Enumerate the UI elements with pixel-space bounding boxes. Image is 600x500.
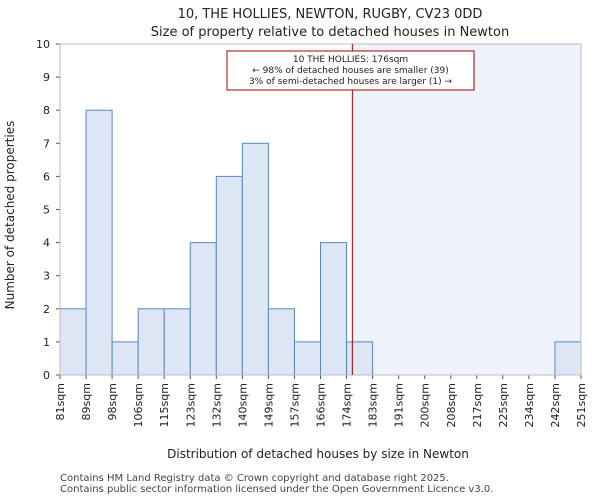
bar-98sqm [111,341,139,376]
bar-140sqm [241,142,269,376]
annotation-line-1: 10 THE HOLLIES: 176sqm [293,55,408,65]
x-tick-label: 208sqm [445,383,458,427]
x-tick-label: 234sqm [523,383,536,427]
bar-81sqm [59,308,87,376]
x-tick-label: 225sqm [497,383,510,427]
bar-132sqm [215,175,243,376]
y-ticks-group: 0 1 2 3 4 5 6 7 8 9 10 [36,38,60,382]
y-tick-label: 1 [43,336,50,349]
x-axis-label: Distribution of detached houses by size … [167,447,469,461]
y-tick-label: 10 [36,38,50,51]
x-tick-label: 242sqm [549,383,562,427]
bar-89sqm [85,109,113,376]
y-tick-label: 0 [43,369,50,382]
annotation-line-3: 3% of semi-detached houses are larger (1… [249,77,453,87]
x-tick-label: 89sqm [80,383,93,420]
x-tick-label: 140sqm [236,383,249,427]
footer-line-2: Contains public sector information licen… [60,484,494,495]
chart-title: 10, THE HOLLIES, NEWTON, RUGBY, CV23 0DD [178,7,483,22]
x-tick-label: 81sqm [54,383,67,420]
x-tick-label: 217sqm [471,383,484,427]
x-tick-label: 166sqm [315,383,328,427]
x-tick-label: 123sqm [184,383,197,427]
chart-subtitle: Size of property relative to detached ho… [151,25,509,40]
x-ticks-group: 81sqm 89sqm 98sqm 106sqm 115sqm 123sqm 132sqm 1… [54,375,588,427]
x-tick-label: 157sqm [288,383,301,427]
y-tick-label: 3 [43,270,50,283]
x-tick-label: 200sqm [419,383,432,427]
bar-115sqm [163,308,191,376]
x-tick-label: 98sqm [106,383,119,420]
bar-149sqm [267,308,295,376]
plot-frame [59,43,582,376]
bar-166sqm [320,242,348,376]
x-tick-label: 106sqm [132,383,145,427]
x-tick-label: 115sqm [158,383,171,427]
y-tick-label: 6 [43,170,50,183]
bar-157sqm [293,341,322,376]
x-tick-label: 132sqm [210,383,223,427]
annotation-line-2: ← 98% of detached houses are smaller (39… [252,66,449,76]
x-tick-label: 251sqm [575,383,588,427]
y-axis-label: Number of detached properties [3,121,17,310]
bar-123sqm [189,242,217,376]
annotation-box [226,50,475,91]
bar-174sqm [346,341,374,376]
y-tick-label: 5 [43,204,50,217]
x-tick-label: 191sqm [393,383,406,427]
x-tick-label: 174sqm [341,383,354,427]
y-tick-label: 4 [43,237,50,250]
y-tick-label: 9 [43,71,50,84]
y-tick-label: 7 [43,137,50,150]
footer-line-1: Contains HM Land Registry data © Crown c… [60,473,449,484]
y-tick-label: 2 [43,303,50,316]
bar-106sqm [137,308,165,376]
x-tick-label: 183sqm [367,383,380,427]
highlight-region [352,44,581,375]
x-tick-label: 149sqm [262,383,275,427]
bars-group [59,109,582,376]
bar-242sqm [554,341,582,376]
y-tick-label: 8 [43,104,50,117]
